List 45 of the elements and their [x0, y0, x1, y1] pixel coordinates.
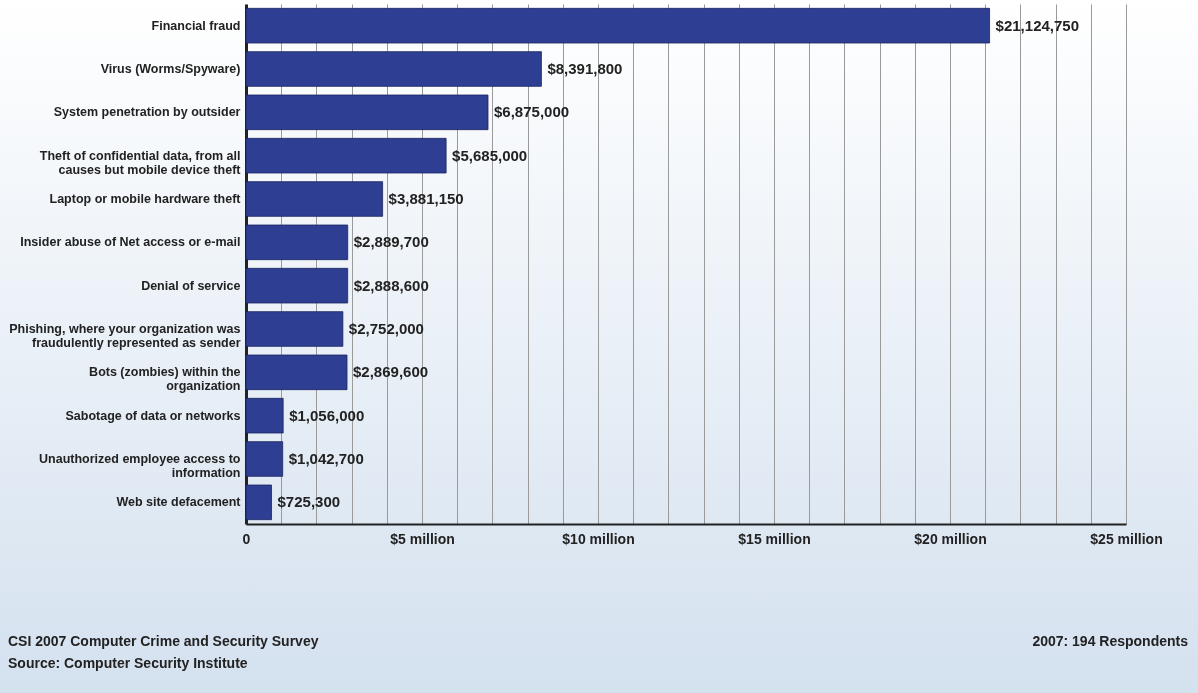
- y-tick-label: Unauthorized employee access to information: [39, 452, 241, 480]
- x-tick-label: $5 million: [390, 530, 455, 547]
- bar: [245, 137, 447, 174]
- data-label: $725,300: [277, 493, 341, 511]
- y-tick-label: Virus (Worms/Spyware): [100, 62, 241, 76]
- data-label: $6,875,000: [494, 103, 570, 121]
- bar: [245, 354, 348, 391]
- bar: [245, 441, 284, 477]
- data-label: $5,685,000: [452, 146, 528, 164]
- bar: [245, 181, 384, 217]
- data-label: $2,889,700: [353, 233, 429, 251]
- bar: [245, 94, 489, 131]
- data-label: $21,124,750: [995, 16, 1080, 34]
- data-label: $8,391,800: [547, 60, 623, 77]
- x-tick-label: $20 million: [914, 530, 987, 547]
- y-tick-label: Denial of service: [141, 278, 241, 293]
- bar: [245, 397, 284, 434]
- y-tick-label: System penetration by outsider: [53, 105, 241, 120]
- y-tick-label: Insider abuse of Net access or e-mail: [20, 235, 241, 250]
- bar: [245, 311, 344, 347]
- text: 2007: 194 Respondents: [1032, 632, 1188, 651]
- y-tick-label: Bots (zombies) within the organization: [89, 365, 241, 394]
- y-tick-label: Phishing, where your organization was fraudulently represented as sender: [9, 322, 241, 350]
- source-note: Source: Computer Security Institute: [8, 654, 249, 673]
- data-label: $2,888,600: [353, 276, 429, 294]
- y-tick-label: Financial fraud: [151, 18, 241, 33]
- bar: [245, 51, 542, 87]
- bar: [245, 7, 990, 44]
- data-label: $1,056,000: [289, 406, 365, 424]
- y-tick-label: Theft of confidential data, from all causes but mobile device theft: [39, 148, 242, 177]
- y-tick-label: Laptop or mobile hardware theft: [49, 192, 242, 206]
- bar: [245, 267, 349, 304]
- x-tick-label: 0: [242, 530, 251, 547]
- y-tick-label: Web site defacement: [116, 495, 242, 510]
- data-label: $2,869,600: [353, 363, 429, 381]
- text: CSI 2007 Computer Crime and Security Survey: [8, 632, 319, 651]
- bar: [245, 484, 272, 521]
- x-tick-label: $10 million: [562, 530, 635, 547]
- data-label: $1,042,700: [288, 450, 364, 467]
- y-tick-label: Sabotage of data or networks: [65, 408, 241, 423]
- x-tick-label: $15 million: [738, 530, 811, 547]
- x-tick-label: $25 million: [1090, 530, 1163, 547]
- bar: [245, 224, 349, 261]
- data-label: $2,752,000: [348, 320, 424, 337]
- data-label: $3,881,150: [388, 190, 464, 207]
